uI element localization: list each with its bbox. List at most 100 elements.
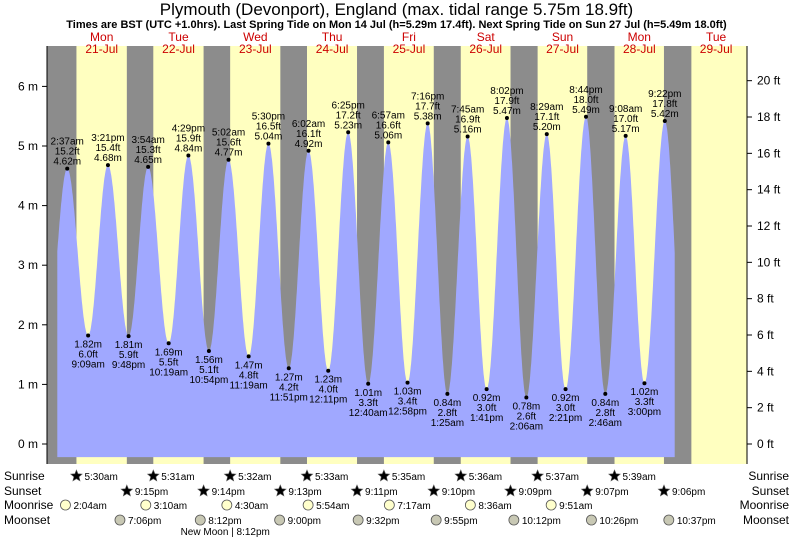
moonrise-time: 4:30am xyxy=(235,501,268,512)
ytick-label-m: 5 m xyxy=(18,139,38,153)
day-date: 24-Jul xyxy=(316,42,349,56)
tide-label: 5.38m xyxy=(414,111,442,122)
low-tide-point xyxy=(484,387,489,392)
high-tide-point xyxy=(504,115,509,120)
tide-label: 5.17m xyxy=(612,124,640,135)
tide-label: 5:30pm xyxy=(252,112,285,123)
tide-label: 0.92m xyxy=(552,393,580,404)
tide-label: 4.2ft xyxy=(279,382,299,393)
chart-title: Plymouth (Devonport), England (max. tida… xyxy=(159,0,634,19)
tide-label: 1.56m xyxy=(195,355,223,366)
tide-label: 16.5ft xyxy=(256,122,281,133)
low-tide-point xyxy=(642,381,647,386)
sunrise-icon xyxy=(69,469,83,482)
tide-label: 15.2ft xyxy=(55,147,80,158)
tide-label: 16.9ft xyxy=(455,114,480,125)
sunrise-time: 5:30am xyxy=(84,472,117,483)
row-label-left: Moonrise xyxy=(4,498,54,512)
row-label-left: Sunrise xyxy=(4,469,45,483)
high-tide-point xyxy=(306,148,311,153)
moonset-time: 9:00pm xyxy=(288,516,321,527)
sunset-icon xyxy=(504,484,517,497)
tide-label: 11:19am xyxy=(230,380,268,391)
tide-label: 2.8ft xyxy=(438,408,458,419)
moonset-icon xyxy=(352,514,364,526)
ytick-label-m: 4 m xyxy=(18,199,38,213)
moonrise-icon xyxy=(464,499,476,511)
tide-label: 4:29pm xyxy=(172,124,205,135)
high-tide-point xyxy=(346,130,351,135)
tide-label: 2.8ft xyxy=(596,408,616,419)
low-tide-point xyxy=(126,334,131,339)
tide-label: 1.23m xyxy=(314,375,342,386)
moonrise-time: 5:54am xyxy=(316,501,349,512)
tide-label: 4.8ft xyxy=(239,370,259,381)
low-tide-point xyxy=(86,333,91,338)
chart-subtitle: Times are BST (UTC +1.0hrs). Last Spring… xyxy=(66,19,727,31)
sunset-time: 9:07pm xyxy=(595,487,628,498)
moonset-icon xyxy=(586,514,597,526)
low-tide-point xyxy=(206,349,211,354)
tide-label: 5.49m xyxy=(572,105,600,116)
day-name: Mon xyxy=(90,30,113,44)
ytick-label-ft: 12 ft xyxy=(757,219,781,233)
tide-label: 5.9ft xyxy=(119,350,139,361)
day-date: 29-Jul xyxy=(700,42,733,56)
daylight-band xyxy=(691,46,747,464)
row-label-left: Moonset xyxy=(4,513,51,527)
tide-label: 6:02am xyxy=(292,119,325,130)
tide-label: 8:29am xyxy=(530,102,563,113)
sunset-icon xyxy=(350,484,364,497)
tide-label: 15.6ft xyxy=(216,138,241,149)
moonset-time: 9:32pm xyxy=(366,516,399,527)
tide-label: 4.62m xyxy=(53,157,81,168)
ytick-label-ft: 4 ft xyxy=(757,364,774,378)
tide-label: 2:06am xyxy=(510,422,543,433)
tide-label: 2.6ft xyxy=(517,412,537,423)
tide-label: 3:21pm xyxy=(91,133,124,144)
tide-label: 10:54pm xyxy=(189,375,228,386)
tide-label: 12:58pm xyxy=(388,407,427,418)
day-name: Mon xyxy=(628,30,651,44)
tide-labels: 2:37am15.2ft4.62m1.82m6.0ft9:09am3:21pm1… xyxy=(51,85,682,433)
low-tide-point xyxy=(405,380,410,385)
low-tide-point xyxy=(603,391,608,396)
tide-label: 5.1ft xyxy=(199,365,219,376)
sunset-time: 9:06pm xyxy=(672,487,705,498)
high-tide-point xyxy=(226,157,231,162)
row-label-right: Sunrise xyxy=(748,469,789,483)
high-tide-point xyxy=(544,132,549,137)
tide-label: 1.02m xyxy=(631,387,659,398)
day-name: Wed xyxy=(243,30,267,44)
tide-label: 0.78m xyxy=(512,402,540,413)
ytick-label-ft: 10 ft xyxy=(757,255,781,269)
tide-label: 3.0ft xyxy=(556,403,576,414)
tide-label: 1:41pm xyxy=(470,413,503,424)
sunrise-icon xyxy=(608,469,621,482)
moonset-icon xyxy=(663,514,675,526)
row-label-left: Sunset xyxy=(4,484,42,498)
moonrise-icon xyxy=(383,499,395,511)
tide-label: 4.68m xyxy=(94,153,122,164)
ytick-label-m: 3 m xyxy=(18,258,38,272)
tide-label: 2:46am xyxy=(589,418,622,429)
ytick-label-ft: 6 ft xyxy=(757,328,774,342)
row-label-right: Sunset xyxy=(752,484,790,498)
tide-label: 10:19am xyxy=(149,367,188,378)
tide-label: 7:16pm xyxy=(411,91,444,102)
sunset-icon xyxy=(120,484,134,497)
row-label-right: Moonrise xyxy=(740,498,790,512)
sunrise-time: 5:36am xyxy=(469,472,502,483)
tide-label: 1.27m xyxy=(275,372,303,383)
sunset-time: 9:10pm xyxy=(442,487,475,498)
tide-label: 3:00pm xyxy=(628,407,661,418)
day-name: Sun xyxy=(552,30,573,44)
moonset-icon xyxy=(194,514,206,526)
tide-label: 17.2ft xyxy=(336,110,361,121)
high-tide-point xyxy=(266,141,271,146)
tide-label: 9:22pm xyxy=(648,89,681,100)
tide-label: 15.3ft xyxy=(136,145,161,156)
tide-label: 5.06m xyxy=(374,130,402,141)
tide-label: 2:37am xyxy=(51,137,84,148)
sunset-time: 9:13pm xyxy=(288,487,321,498)
